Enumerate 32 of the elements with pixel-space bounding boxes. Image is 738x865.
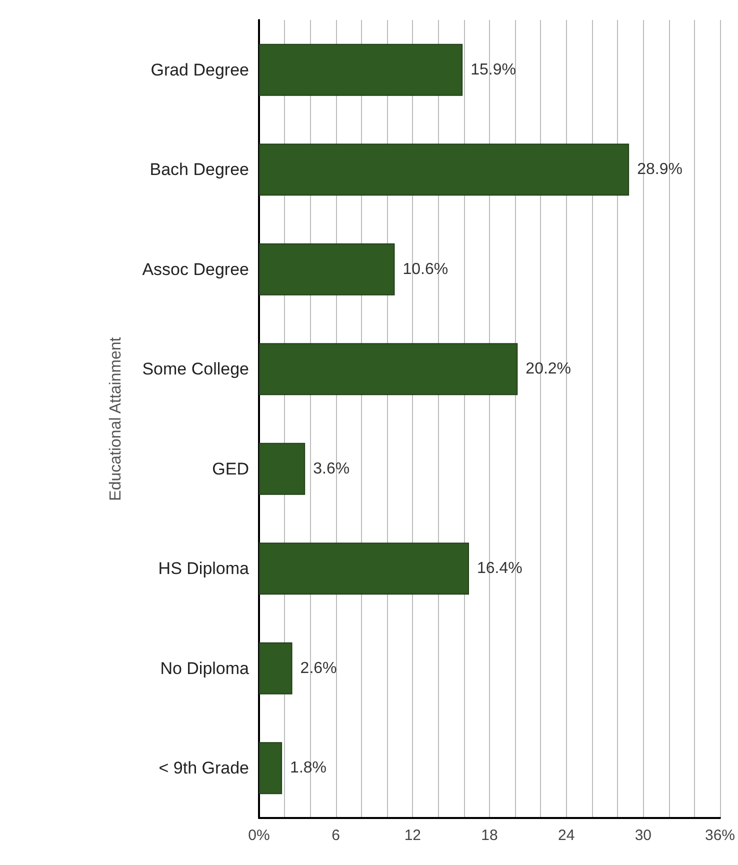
- x-tick-label: 24: [558, 827, 575, 844]
- data-label: 10.6%: [402, 260, 448, 278]
- bar: [259, 243, 395, 296]
- x-tick-label: 0%: [248, 827, 270, 844]
- x-tick-label: 12: [404, 827, 422, 844]
- data-label: 3.6%: [313, 460, 350, 478]
- data-label: 1.8%: [290, 760, 327, 777]
- y-tick-label: Assoc Degree: [142, 260, 249, 279]
- x-tick-label: 6: [332, 827, 340, 844]
- bar: [259, 144, 630, 196]
- bar: [259, 343, 518, 396]
- y-tick-label: Bach Degree: [150, 160, 249, 180]
- data-label: 2.6%: [300, 660, 337, 677]
- y-tick-label: Grad Degree: [150, 60, 249, 80]
- y-axis-title: Educational Attainment: [108, 336, 124, 501]
- data-label: 28.9%: [637, 161, 682, 178]
- y-tick-label: GED: [212, 459, 249, 478]
- data-label: 15.9%: [470, 61, 516, 78]
- y-tick-label: Some College: [142, 360, 249, 379]
- x-tick-label: 36%: [704, 827, 736, 844]
- data-label: 20.2%: [526, 360, 572, 378]
- bar: [259, 44, 463, 96]
- x-tick-label: 30: [634, 827, 652, 844]
- x-tick-label: 18: [481, 827, 498, 844]
- bar: [259, 742, 282, 794]
- y-tick-label: HS Diploma: [158, 559, 250, 578]
- y-tick-label: < 9th Grade: [158, 758, 249, 778]
- bar: [259, 642, 292, 694]
- y-tick-label: No Diploma: [160, 658, 250, 678]
- bar: [259, 542, 470, 595]
- bar: [259, 442, 306, 495]
- data-label: 16.4%: [477, 560, 522, 578]
